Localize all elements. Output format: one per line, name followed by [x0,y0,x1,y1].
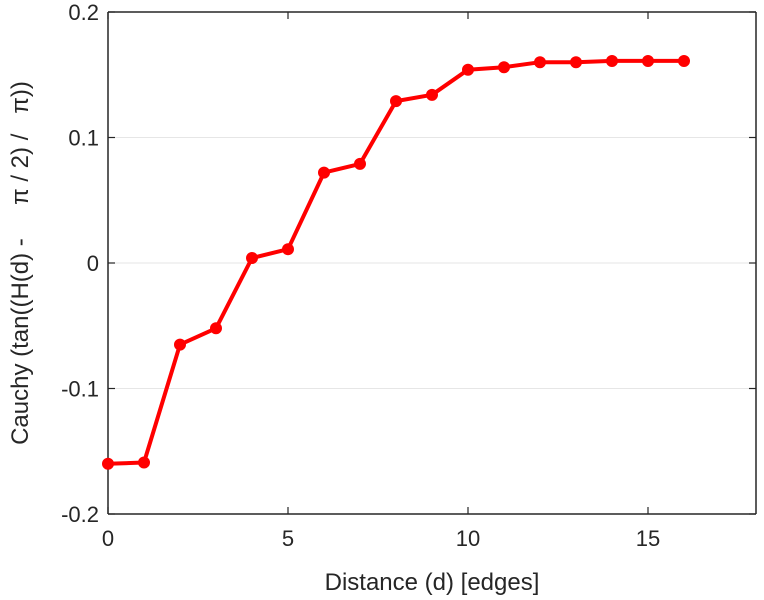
x-axis-ticks: 0 5 10 15 [102,12,660,551]
y-axis-label: Cauchy (tan((H(d) - π / 2) / π)) [7,81,34,445]
y-tick-label: 0.2 [68,0,99,25]
data-point [606,54,618,67]
data-point [642,54,654,67]
data-point [246,251,258,264]
data-point [318,166,330,179]
data-point [210,322,222,335]
y-tick-label: -0.1 [61,377,99,402]
data-point [138,456,150,469]
data-point [498,61,510,74]
y-tick-label: 0 [87,251,99,276]
data-point [174,338,186,351]
data-point [426,88,438,101]
data-point [282,243,294,256]
x-tick-label: 10 [456,526,480,551]
data-point [354,157,366,170]
x-tick-label: 15 [636,526,660,551]
data-series [102,54,690,470]
y-axis-ticks: -0.2 -0.1 0 0.1 0.2 [61,0,756,527]
data-point [534,56,546,69]
y-tick-label: -0.2 [61,502,99,527]
data-point [390,95,402,108]
data-point [102,457,114,470]
x-tick-label: 5 [282,526,294,551]
y-tick-label: 0.1 [68,126,99,151]
data-point [462,63,474,76]
x-tick-label: 0 [102,526,114,551]
data-point [570,56,582,69]
x-axis-label: Distance (d) [edges] [325,569,540,596]
grid-lines [108,137,756,389]
data-point [678,54,690,67]
